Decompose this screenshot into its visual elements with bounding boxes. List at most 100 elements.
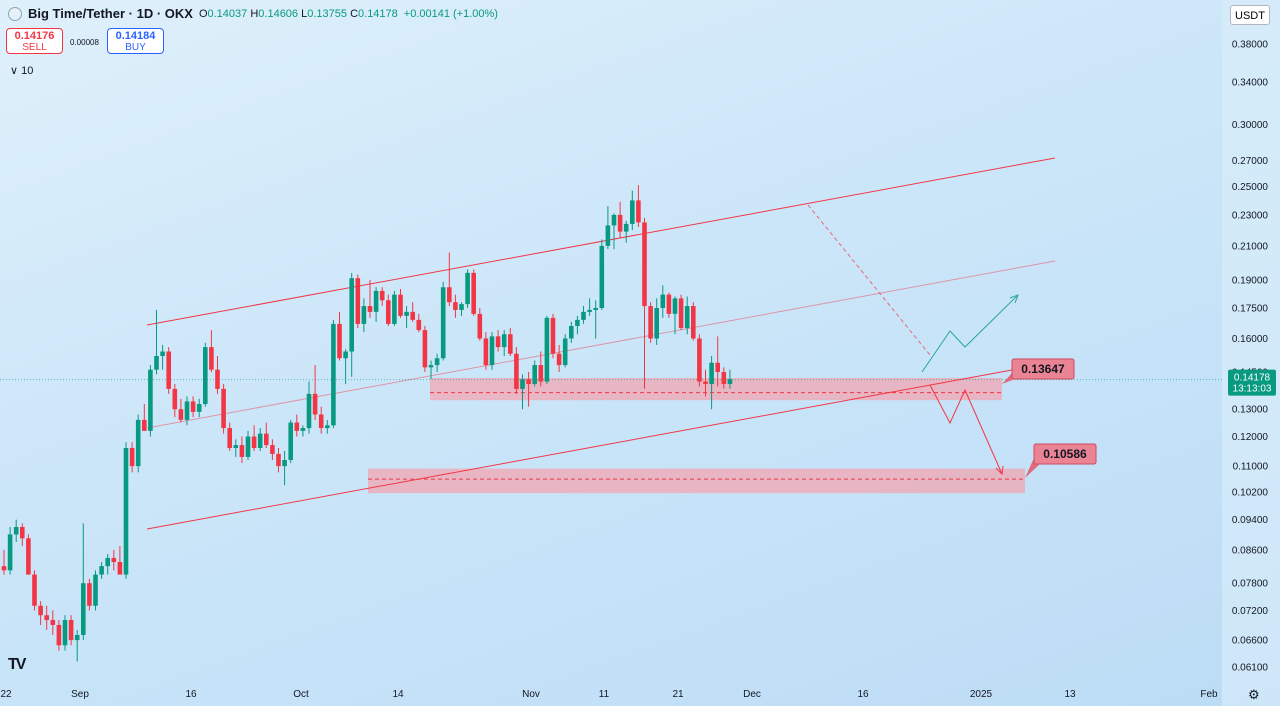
buy-button[interactable]: 0.14184 BUY [107, 28, 164, 54]
candle-body [233, 445, 239, 449]
candle [678, 294, 684, 331]
candle [117, 545, 123, 575]
time-tick-label: 2025 [970, 689, 993, 700]
tradingview-logo-icon[interactable]: TV [8, 656, 27, 673]
level-label-text: 0.10586 [1043, 447, 1087, 461]
symbol-title[interactable]: Big Time/Tether · 1D · OKX [28, 6, 193, 21]
candle-body [129, 448, 135, 467]
candle-body [1, 566, 7, 571]
candle-body [81, 583, 86, 635]
candle-body [56, 624, 62, 646]
candle [453, 294, 458, 318]
time-axis[interactable]: 22 Sep 16 Oct 14 Nov 11 21 Dec 16 2025 13 Feb [0, 689, 1218, 700]
candle-body [300, 428, 306, 431]
price-tick-label: 0.11000 [1233, 462, 1269, 473]
candle-body [203, 347, 208, 405]
candle-body [196, 404, 202, 412]
candle [642, 217, 647, 389]
candle [471, 269, 476, 316]
candle-body [270, 445, 275, 454]
candle [105, 553, 110, 575]
indicators-toggle[interactable]: ∨ 10 [10, 65, 34, 77]
candle [416, 313, 422, 333]
candle [1, 549, 7, 575]
candle-body [483, 338, 489, 366]
candle-body [264, 433, 269, 446]
analysis-drawings [0, 157, 1222, 530]
candle [318, 406, 324, 434]
price-axis-bg [1222, 0, 1280, 706]
currency-selector[interactable]: USDT [1230, 5, 1270, 25]
candle [556, 344, 562, 373]
candle-body [172, 388, 178, 410]
candle-body [642, 222, 647, 307]
time-tick-label: 13 [1064, 689, 1076, 700]
candle [135, 414, 141, 473]
candle [337, 311, 342, 361]
candle-body [282, 459, 287, 467]
time-tick-label: 21 [672, 689, 684, 700]
candle-body [526, 379, 531, 384]
channel-lower-line [146, 369, 1013, 530]
candle-body [184, 401, 190, 420]
time-tick-label: Nov [522, 689, 540, 700]
candle-body [440, 287, 446, 359]
bullish-path-arrow [921, 294, 1019, 373]
high-label: H [250, 7, 259, 20]
candle [178, 398, 184, 423]
sell-button[interactable]: 0.14176 SELL [6, 28, 63, 54]
candle [660, 285, 666, 318]
candle-body [636, 200, 641, 223]
candle-body [691, 306, 696, 339]
candle-body [678, 298, 684, 329]
candle [538, 351, 544, 387]
candle-body [538, 365, 544, 382]
candle-body [44, 615, 49, 621]
candle [20, 523, 25, 546]
candle [331, 319, 336, 429]
candle-body [105, 557, 110, 567]
candle [593, 300, 598, 339]
candle-body [276, 453, 281, 467]
candle-body [721, 372, 727, 384]
candle [270, 439, 275, 460]
candle [611, 213, 617, 250]
candle [562, 334, 568, 368]
price-tick-label: 0.23000 [1232, 210, 1269, 221]
candle-body [306, 393, 312, 429]
candle-body [422, 330, 428, 368]
candle-body [26, 538, 31, 575]
candle-body [727, 379, 733, 384]
settings-gear-icon[interactable]: ⚙ [1248, 687, 1260, 702]
support-zone [430, 377, 1002, 401]
candle-body [111, 557, 117, 563]
candle [56, 620, 62, 651]
candle [605, 206, 611, 250]
candle [233, 439, 239, 457]
candle [221, 383, 226, 434]
candle-body [556, 353, 562, 366]
candle-body [32, 574, 37, 606]
candle [581, 306, 586, 324]
candle [203, 342, 208, 407]
sell-price: 0.14176 [14, 30, 55, 42]
price-axis[interactable]: 0.38000 0.34000 0.30000 0.27000 0.25000 0.230… [1222, 0, 1280, 706]
time-tick-label: Oct [293, 689, 309, 700]
candle-body [257, 433, 263, 449]
candle [349, 272, 354, 377]
candle [184, 396, 190, 426]
candle-body [593, 307, 598, 310]
price-tick-label: 0.25000 [1232, 182, 1269, 193]
price-tick-label: 0.10200 [1232, 487, 1269, 498]
candle-body [13, 526, 19, 535]
price-tick-label: 0.09400 [1232, 515, 1269, 526]
candle [343, 349, 348, 384]
last-price-label: 0.14178 [1234, 373, 1271, 384]
candle-body [288, 422, 293, 460]
candle-body [50, 620, 56, 625]
candle-body [508, 334, 513, 354]
candle [483, 332, 489, 370]
channel-mid-line [146, 260, 1056, 429]
candle-body [166, 351, 171, 389]
